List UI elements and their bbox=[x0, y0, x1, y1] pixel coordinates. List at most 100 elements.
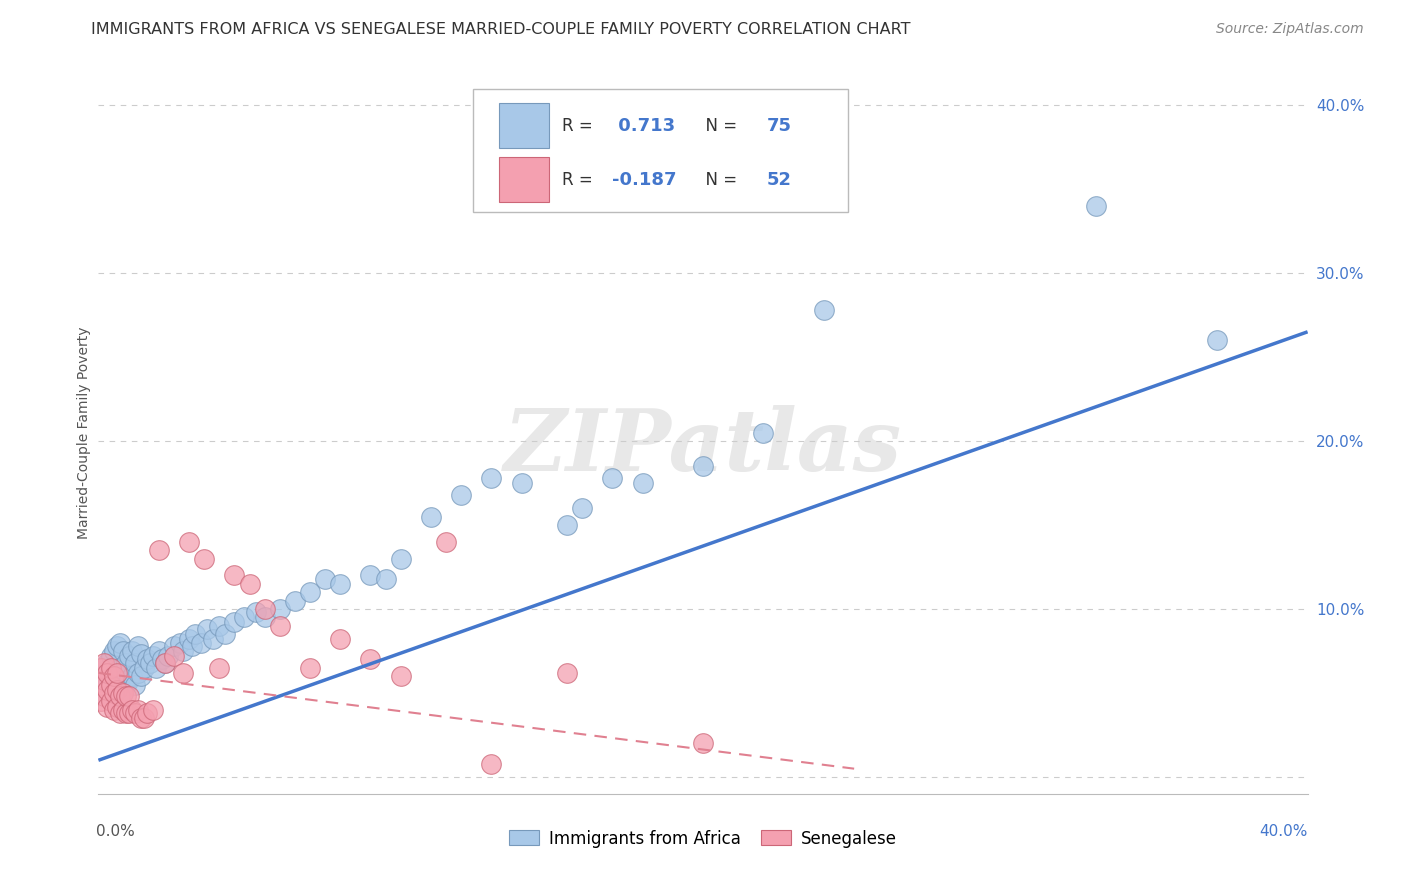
Point bbox=[93, 656, 115, 670]
Point bbox=[100, 649, 122, 664]
Point bbox=[156, 649, 179, 664]
Point bbox=[190, 635, 212, 649]
Point bbox=[124, 706, 146, 721]
Point bbox=[105, 665, 128, 680]
Text: IMMIGRANTS FROM AFRICA VS SENEGALESE MARRIED-COUPLE FAMILY POVERTY CORRELATION C: IMMIGRANTS FROM AFRICA VS SENEGALESE MAR… bbox=[91, 22, 911, 37]
Point bbox=[208, 661, 231, 675]
Point bbox=[245, 606, 267, 620]
Point bbox=[100, 673, 122, 687]
Point bbox=[103, 703, 125, 717]
Text: N =: N = bbox=[695, 170, 742, 189]
Point bbox=[150, 652, 173, 666]
Point bbox=[142, 649, 165, 664]
Point bbox=[90, 661, 112, 675]
Point bbox=[555, 518, 578, 533]
Point bbox=[93, 690, 115, 704]
Point bbox=[510, 476, 533, 491]
Y-axis label: Married-Couple Family Poverty: Married-Couple Family Poverty bbox=[77, 326, 91, 539]
Text: ZIPatlas: ZIPatlas bbox=[503, 405, 903, 489]
Point bbox=[118, 690, 141, 704]
Point bbox=[481, 756, 503, 771]
Point bbox=[96, 699, 118, 714]
Point bbox=[105, 699, 128, 714]
Point bbox=[752, 425, 775, 440]
Point bbox=[121, 644, 143, 658]
Point bbox=[96, 682, 118, 697]
Point bbox=[100, 661, 122, 675]
Point bbox=[202, 632, 225, 647]
Point bbox=[139, 656, 162, 670]
Point bbox=[153, 656, 176, 670]
Point bbox=[602, 471, 624, 485]
Point bbox=[181, 639, 204, 653]
Point bbox=[299, 661, 322, 675]
Point bbox=[108, 635, 131, 649]
Point bbox=[360, 652, 382, 666]
Text: 75: 75 bbox=[768, 117, 792, 135]
FancyBboxPatch shape bbox=[474, 89, 848, 212]
Point bbox=[108, 678, 131, 692]
Point bbox=[100, 694, 122, 708]
Point bbox=[127, 639, 149, 653]
Point bbox=[124, 678, 146, 692]
Point bbox=[692, 459, 714, 474]
Point bbox=[103, 669, 125, 683]
Point bbox=[631, 476, 654, 491]
Point bbox=[103, 686, 125, 700]
Point bbox=[269, 602, 291, 616]
Point bbox=[224, 568, 246, 582]
Point bbox=[129, 648, 152, 662]
Text: R =: R = bbox=[561, 170, 598, 189]
Point bbox=[96, 665, 118, 680]
Point bbox=[1206, 333, 1229, 347]
Point bbox=[111, 686, 134, 700]
Point bbox=[103, 669, 125, 683]
Text: R =: R = bbox=[561, 117, 598, 135]
Legend: Immigrants from Africa, Senegalese: Immigrants from Africa, Senegalese bbox=[502, 822, 904, 855]
Point bbox=[114, 690, 136, 704]
Point bbox=[420, 509, 443, 524]
Point bbox=[329, 632, 352, 647]
Point bbox=[96, 678, 118, 692]
Point bbox=[132, 661, 155, 675]
Point bbox=[179, 632, 201, 647]
Point bbox=[179, 534, 201, 549]
Point bbox=[103, 644, 125, 658]
Point bbox=[96, 656, 118, 670]
Point bbox=[299, 585, 322, 599]
FancyBboxPatch shape bbox=[499, 157, 550, 202]
Point bbox=[224, 615, 246, 630]
Point bbox=[135, 652, 157, 666]
Text: N =: N = bbox=[695, 117, 742, 135]
Point bbox=[434, 534, 457, 549]
Point bbox=[253, 602, 276, 616]
Point bbox=[114, 656, 136, 670]
Point bbox=[132, 711, 155, 725]
Point bbox=[389, 551, 412, 566]
Point bbox=[114, 678, 136, 692]
Text: -0.187: -0.187 bbox=[613, 170, 676, 189]
Point bbox=[692, 736, 714, 750]
Point bbox=[135, 706, 157, 721]
Point bbox=[108, 690, 131, 704]
Point bbox=[232, 610, 254, 624]
Point bbox=[269, 619, 291, 633]
Point bbox=[329, 577, 352, 591]
FancyBboxPatch shape bbox=[499, 103, 550, 148]
Text: Source: ZipAtlas.com: Source: ZipAtlas.com bbox=[1216, 22, 1364, 37]
Point bbox=[111, 644, 134, 658]
Point bbox=[169, 635, 191, 649]
Point bbox=[145, 661, 167, 675]
Point bbox=[571, 501, 593, 516]
Text: 52: 52 bbox=[768, 170, 792, 189]
Point bbox=[253, 610, 276, 624]
Point bbox=[93, 669, 115, 683]
Point bbox=[118, 649, 141, 664]
Text: 40.0%: 40.0% bbox=[1260, 824, 1308, 838]
Point bbox=[90, 678, 112, 692]
Point bbox=[105, 682, 128, 697]
Point bbox=[163, 649, 186, 664]
Point bbox=[127, 665, 149, 680]
Point bbox=[142, 703, 165, 717]
Point bbox=[314, 572, 336, 586]
